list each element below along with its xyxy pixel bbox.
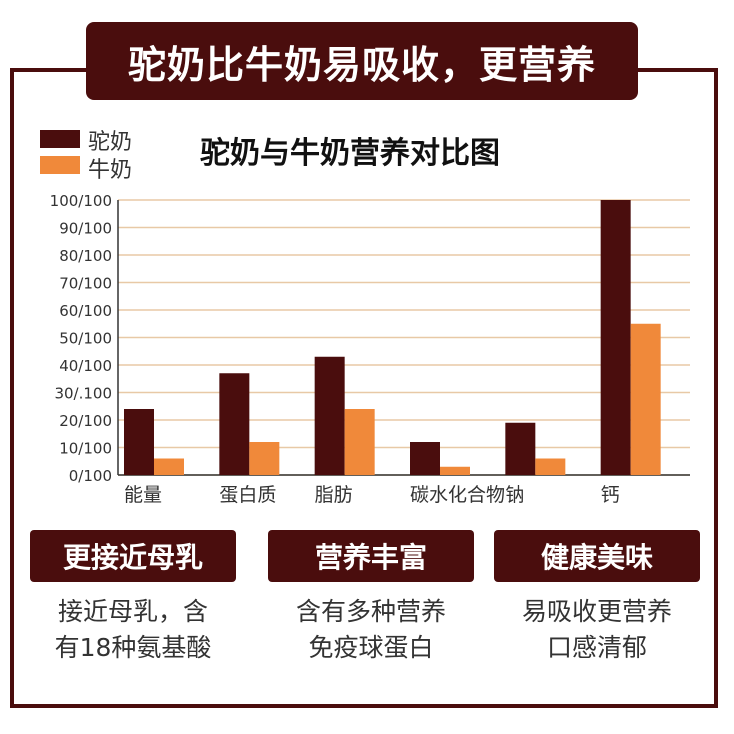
feature-label-text: 健康美味 [540, 541, 653, 574]
legend-label-camel: 驼奶 [88, 130, 133, 155]
feature-label-text: 更接近母乳 [62, 541, 203, 574]
y-tick-label: 0/100 [69, 467, 112, 485]
x-tick-label: 能量 [124, 484, 162, 506]
feature-label-nutrition: 营养丰富 [268, 530, 474, 582]
bar-cow [249, 442, 280, 475]
y-tick-label: 10/100 [59, 440, 112, 458]
y-tick-label: 90/100 [59, 220, 112, 238]
legend-label-cow: 牛奶 [88, 158, 133, 183]
feature-desc-line: 接近母乳，含 [57, 597, 208, 626]
y-tick-label: 40/100 [59, 357, 112, 375]
legend-swatch-camel [40, 130, 80, 148]
y-tick-label: 50/100 [59, 330, 112, 348]
feature-label-breastmilk: 更接近母乳 [30, 530, 236, 582]
bar-camel [410, 442, 440, 475]
bar-camel [314, 356, 345, 475]
x-tick-label: 钙 [601, 484, 620, 506]
y-tick-label: 30/.100 [54, 385, 112, 403]
bar-camel [600, 200, 631, 475]
bar-cow [344, 409, 375, 475]
bar-cow [535, 458, 566, 475]
bar-camel [505, 422, 536, 475]
x-tick-label: 脂肪 [315, 484, 353, 506]
bar-cow [630, 323, 661, 475]
banner-title: 驼奶比牛奶易吸收，更营养 [127, 42, 596, 87]
feature-desc-line: 免疫球蛋白 [308, 633, 434, 662]
y-tick-label: 20/100 [59, 412, 112, 430]
y-tick-label: 80/100 [59, 247, 112, 265]
bar-camel [219, 373, 250, 475]
y-tick-label: 60/100 [59, 302, 112, 320]
feature-desc-line: 易吸收更营养 [521, 597, 672, 626]
x-tick-label: 钠 [505, 484, 524, 506]
page-banner: 驼奶比牛奶易吸收，更营养 [86, 22, 638, 100]
x-tick-label: 碳水化合物 [410, 484, 505, 506]
bar-cow [154, 458, 184, 475]
bar-camel [124, 409, 154, 475]
feature-label-taste: 健康美味 [494, 530, 700, 582]
chart-title: 驼奶与牛奶营养对比图 [200, 136, 500, 171]
feature-desc-breastmilk: 接近母乳，含 有18种氨基酸 [30, 594, 236, 666]
bar-cow [440, 466, 470, 475]
legend-swatch-cow [40, 156, 80, 174]
y-tick-label: 100/100 [50, 192, 112, 210]
feature-desc-line: 含有多种营养 [295, 597, 446, 626]
feature-desc-taste: 易吸收更营养 口感清郁 [494, 594, 700, 666]
feature-desc-line: 口感清郁 [546, 633, 647, 662]
feature-label-text: 营养丰富 [314, 541, 427, 574]
x-tick-label: 蛋白质 [219, 484, 276, 506]
y-tick-label: 70/100 [59, 275, 112, 293]
feature-desc-nutrition: 含有多种营养 免疫球蛋白 [268, 594, 474, 666]
feature-desc-line: 有18种氨基酸 [54, 633, 212, 662]
